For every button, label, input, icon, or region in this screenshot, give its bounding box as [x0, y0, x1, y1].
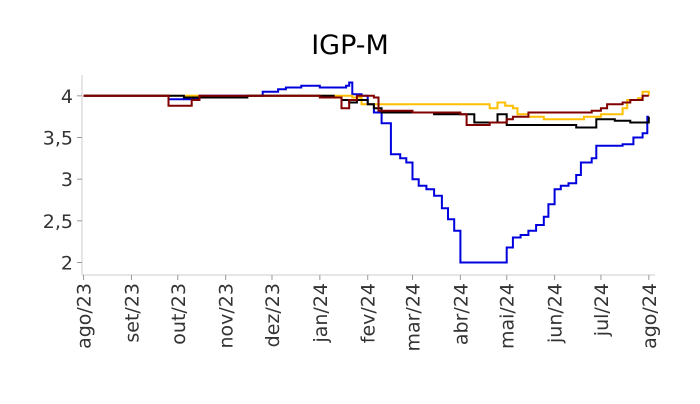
x-tick-label: abr/24 [450, 283, 472, 345]
x-tick-label: jan/24 [310, 283, 332, 344]
y-tick-label: 4 [61, 86, 73, 108]
x-tick-label: jun/24 [545, 283, 567, 344]
y-tick-label: 2,5 [43, 211, 73, 233]
x-tick-label: dez/23 [262, 283, 284, 347]
series-line-1 [83, 81, 649, 264]
x-tick-label: set/23 [121, 283, 143, 343]
series-lines [83, 81, 650, 264]
y-tick-label: 3,5 [43, 128, 73, 150]
x-tick-label: jul/24 [591, 283, 613, 337]
series-line-4 [83, 94, 649, 126]
x-tick-label: out/23 [168, 283, 190, 345]
x-tick-label: nov/23 [216, 283, 238, 349]
x-tick-label: ago/23 [74, 283, 96, 349]
axes: 2 2,5 3 3,5 4 ago/23 set/23 out/23 nov/23 dez/23 j… [43, 75, 661, 352]
chart-title: IGP-M [311, 30, 389, 61]
x-tick-label: mai/24 [497, 283, 519, 349]
y-tick-label: 2 [61, 253, 73, 275]
x-tick-label: ago/24 [639, 283, 661, 349]
x-tick-label: mar/24 [403, 283, 425, 352]
x-tick-label: fev/24 [358, 283, 380, 343]
y-tick-label: 3 [61, 169, 73, 191]
